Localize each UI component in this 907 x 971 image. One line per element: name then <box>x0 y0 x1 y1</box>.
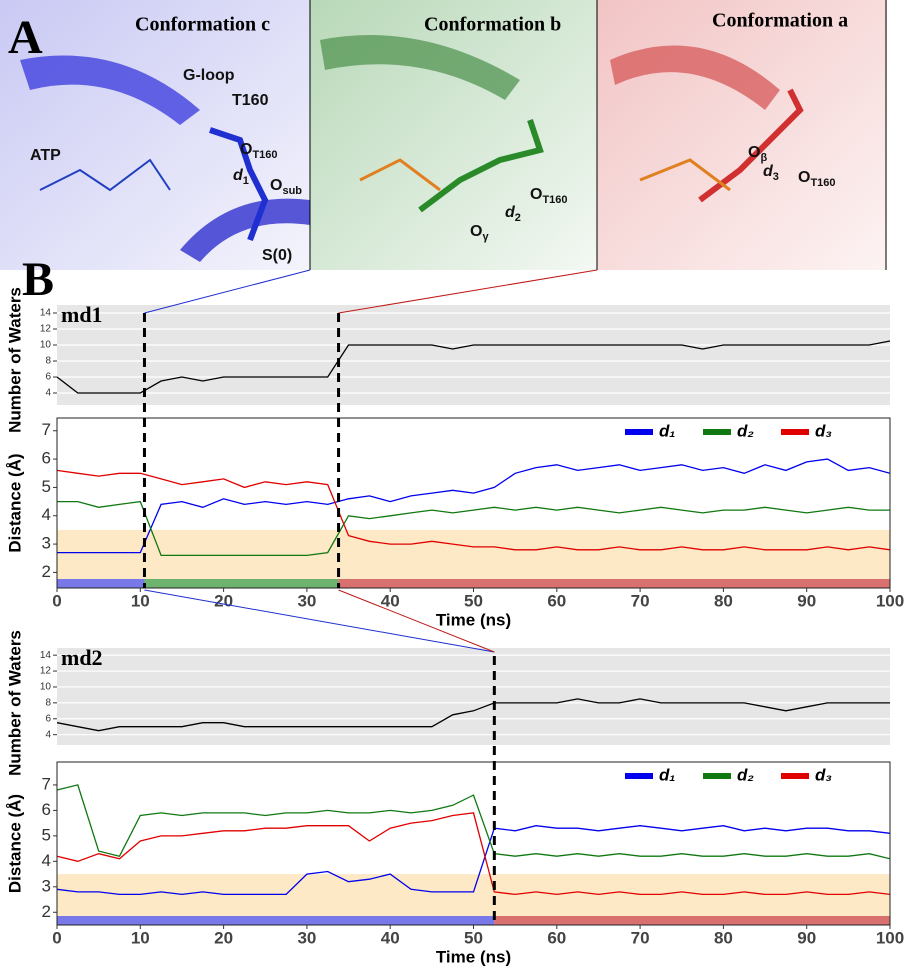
label-text: ATP <box>30 147 61 164</box>
run-label: md1 <box>61 302 103 327</box>
label-subscript: T160 <box>252 149 277 161</box>
state-bar <box>57 579 144 588</box>
x-tick-label: 80 <box>714 591 733 610</box>
label-subscript: T160 <box>542 194 567 206</box>
state-bar <box>494 916 890 925</box>
x-tick-label: 30 <box>297 928 316 947</box>
x-axis-title: Time (ns) <box>436 610 511 629</box>
image-a <box>597 0 887 270</box>
y-tick-label: 4 <box>45 388 51 399</box>
x-tick-label: 80 <box>714 928 733 947</box>
label-text: O <box>270 177 282 194</box>
state-bar <box>339 579 890 588</box>
panel-label: A <box>8 11 43 64</box>
state-bar <box>144 579 338 588</box>
label-subscript: 1 <box>243 175 249 187</box>
x-tick-label: 30 <box>297 591 316 610</box>
structure-title: Conformation c <box>135 14 270 36</box>
structure-images <box>0 0 887 270</box>
structure-title: Conformation b <box>424 14 561 36</box>
y-tick-label: 5 <box>42 825 51 844</box>
y-tick-label: 2 <box>42 902 51 921</box>
legend-label: d₃ <box>815 421 832 440</box>
x-tick-label: 90 <box>797 928 816 947</box>
y-tick-label: 4 <box>42 851 51 870</box>
x-tick-label: 10 <box>131 591 150 610</box>
x-tick-label: 50 <box>464 591 483 610</box>
y-tick-label: 2 <box>42 562 51 581</box>
y-axis-title: Number of Waters <box>5 287 24 433</box>
label-subscript: 3 <box>773 171 779 183</box>
x-tick-label: 90 <box>797 591 816 610</box>
x-axis-title: Time (ns) <box>436 947 511 966</box>
run-label: md2 <box>61 645 103 670</box>
y-tick-label: 3 <box>42 876 51 895</box>
label-text: O <box>798 169 810 186</box>
x-tick-label: 0 <box>52 591 61 610</box>
legend-label: d₂ <box>737 421 754 440</box>
y-tick-label: 10 <box>40 340 52 351</box>
legend-label: d₁ <box>659 421 675 440</box>
label-text: O <box>470 223 482 240</box>
label-subscript: γ <box>482 231 489 243</box>
label-subscript: sub <box>282 185 302 197</box>
x-tick-label: 20 <box>214 928 233 947</box>
y-tick-label: 6 <box>45 372 51 383</box>
state-bar <box>57 916 494 925</box>
y-tick-label: 4 <box>45 729 51 740</box>
y-tick-label: 12 <box>40 324 52 335</box>
y-tick-label: 6 <box>42 449 51 468</box>
label-subscript: T160 <box>810 177 835 189</box>
legend-label: d₁ <box>659 765 675 784</box>
x-tick-label: 40 <box>381 928 400 947</box>
x-tick-label: 0 <box>52 928 61 947</box>
label-text: O <box>748 144 760 161</box>
y-tick-label: 7 <box>42 774 51 793</box>
y-tick-label: 8 <box>45 698 51 709</box>
x-tick-label: 100 <box>876 591 904 610</box>
x-tick-label: 50 <box>464 928 483 947</box>
plot-background <box>57 648 890 745</box>
structure-label: ATP <box>30 147 61 164</box>
structure-label: T160 <box>232 92 269 109</box>
structure-label: G-loop <box>183 67 235 84</box>
label-text: O <box>240 141 252 158</box>
label-subscript: 2 <box>515 212 521 224</box>
x-tick-label: 20 <box>214 591 233 610</box>
y-tick-label: 10 <box>40 682 52 693</box>
y-tick-label: 4 <box>42 505 51 524</box>
y-tick-label: 14 <box>40 308 52 319</box>
y-tick-label: 7 <box>42 420 51 439</box>
y-tick-label: 14 <box>40 650 52 661</box>
y-tick-label: 6 <box>45 713 51 724</box>
plot-background <box>57 305 890 405</box>
label-text: T160 <box>232 92 269 109</box>
y-axis-title: Distance (Å) <box>5 453 24 552</box>
y-tick-label: 5 <box>42 477 51 496</box>
panel-label: B <box>22 253 54 306</box>
y-axis-title: Distance (Å) <box>5 794 24 893</box>
y-tick-label: 12 <box>40 666 52 677</box>
label-text: G-loop <box>183 67 235 84</box>
y-tick-label: 8 <box>45 356 51 367</box>
x-tick-label: 10 <box>131 928 150 947</box>
x-tick-label: 70 <box>631 591 650 610</box>
x-tick-label: 70 <box>631 928 650 947</box>
legend-label: d₂ <box>737 765 754 784</box>
y-axis-title: Number of Waters <box>5 630 24 776</box>
label-subscript: β <box>760 152 767 164</box>
structure-label: S(0) <box>262 247 292 264</box>
y-tick-label: 6 <box>42 800 51 819</box>
x-tick-label: 60 <box>547 928 566 947</box>
x-tick-label: 60 <box>547 591 566 610</box>
structure-title: Conformation a <box>712 10 848 32</box>
y-tick-label: 3 <box>42 534 51 553</box>
x-tick-label: 100 <box>876 928 904 947</box>
figure: A B Conformation cG-loopT160ATPOT160d1Os… <box>0 0 907 971</box>
label-text: O <box>530 186 542 203</box>
label-text: S(0) <box>262 247 292 264</box>
image-c <box>0 0 310 270</box>
legend-label: d₃ <box>815 765 832 784</box>
